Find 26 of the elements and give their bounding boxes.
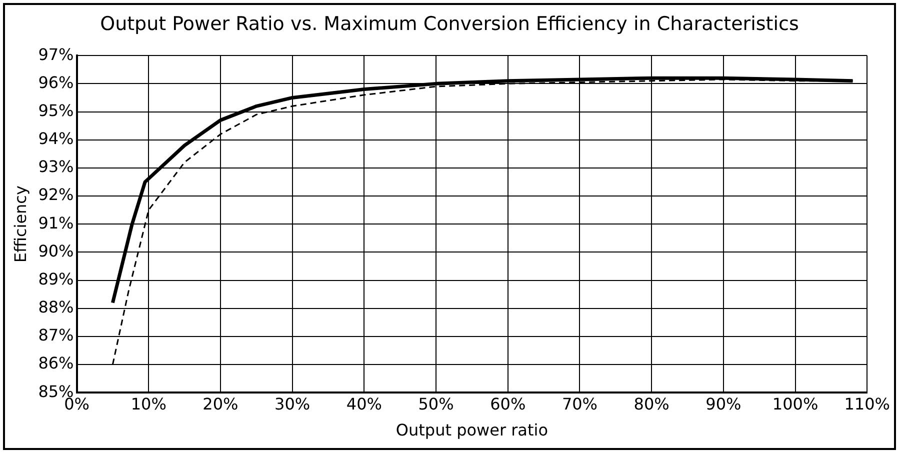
x-tick-label: 30% [274, 394, 310, 414]
x-tick-label: 50% [418, 394, 454, 414]
x-tick-label: 40% [346, 394, 382, 414]
y-tick-label: 96% [38, 72, 74, 92]
x-tick-label: 70% [562, 394, 598, 414]
y-tick-label: 97% [38, 44, 74, 64]
y-tick-label: 94% [38, 129, 74, 148]
x-tick-label: 10% [130, 394, 166, 414]
y-tick-label: 91% [38, 213, 74, 232]
x-axis-title: Output power ratio [396, 420, 548, 440]
x-tick-label: 60% [490, 394, 526, 414]
y-tick-label: 87% [38, 326, 74, 345]
x-tick-label: 100% [772, 394, 818, 414]
chart-title: Output Power Ratio vs. Maximum Conversion Efficiency in Characteristics [99, 13, 800, 35]
x-tick-label: 90% [706, 394, 742, 414]
y-tick-label: 92% [38, 185, 74, 204]
y-tick-label: 95% [38, 100, 74, 120]
y-tick-label: 88% [38, 298, 74, 317]
y-axis-title: Efficiency [10, 186, 30, 263]
y-tick-label: 90% [38, 241, 74, 260]
x-tick-label: 20% [202, 394, 238, 414]
y-tick-label: 93% [38, 157, 74, 176]
y-tick-label: 86% [38, 354, 74, 373]
x-tick-label: 80% [634, 394, 670, 414]
x-tick-label: 110% [844, 394, 890, 414]
y-tick-label: 89% [38, 269, 74, 288]
